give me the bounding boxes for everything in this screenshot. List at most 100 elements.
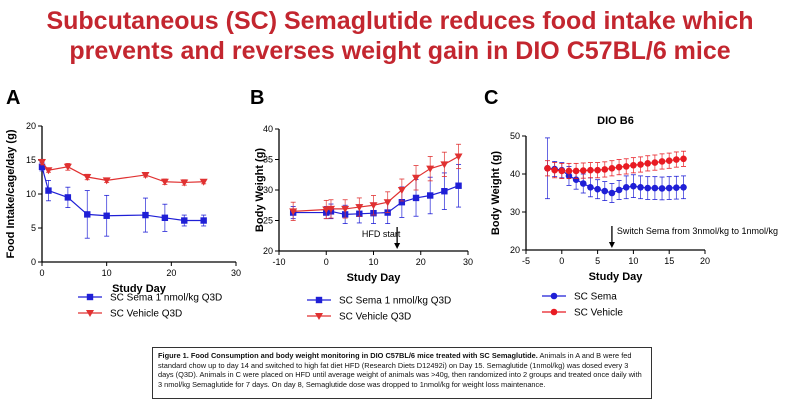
legend-marker-b-0	[315, 296, 323, 304]
data-point-c-1	[579, 167, 587, 174]
data-point-b-1	[326, 205, 335, 213]
data-point-c-0	[608, 189, 616, 197]
data-point-a-0	[45, 187, 52, 194]
series-a-1	[38, 158, 208, 187]
y-tick-label-c: 50	[510, 131, 520, 141]
legend-label-c-1: SC Vehicle	[574, 308, 623, 319]
figure-panels: A 0 5 10 15 20 0 10 20 30 Study Day Food Intake/cag…	[5, 87, 778, 323]
series-c-1	[544, 150, 687, 179]
x-tick-label-c: 5	[595, 256, 600, 266]
y-axis-title-b: Body Weight (g)	[254, 148, 266, 232]
legend-label-a-1: SC Vehicle Q3D	[110, 309, 182, 320]
data-point-a-0	[84, 211, 91, 218]
x-tick-label-c: 0	[559, 256, 564, 266]
x-tick-label-c: 15	[664, 256, 674, 266]
data-point-c-1	[630, 161, 637, 169]
data-point-c-0	[572, 176, 580, 183]
data-point-b-1	[412, 174, 421, 182]
caption-bold: Figure 1. Food Consumption and body weig…	[158, 351, 538, 360]
data-point-c-1	[651, 159, 659, 166]
data-point-c-0	[680, 184, 687, 191]
data-point-b-0	[455, 182, 462, 189]
annotation-label-c: Switch Sema from 3nmol/kg to 1nmol/kg	[617, 226, 778, 236]
data-point-a-0	[64, 194, 72, 201]
data-point-b-1	[383, 199, 392, 207]
legend-marker-c-0	[550, 292, 558, 300]
y-tick-label-c: 40	[510, 169, 520, 179]
data-point-c-1	[551, 166, 558, 174]
x-tick-label-b: -10	[272, 257, 285, 267]
data-point-b-1	[341, 205, 350, 213]
x-tick-label-b: 0	[324, 257, 329, 267]
x-tick-label-b: 10	[368, 257, 378, 267]
y-tick-label-a: 20	[26, 121, 36, 131]
y-tick-label-c: 20	[510, 245, 520, 255]
data-point-c-1	[665, 157, 673, 164]
x-tick-label-c: -5	[522, 256, 530, 266]
data-point-c-1	[644, 160, 652, 167]
data-point-c-1	[601, 166, 609, 173]
data-point-c-1	[622, 163, 630, 170]
data-point-c-0	[644, 184, 652, 192]
annotation-arrowhead-c	[608, 242, 615, 248]
data-point-c-0	[658, 185, 666, 192]
data-point-c-1	[680, 155, 687, 163]
data-point-a-0	[38, 163, 46, 170]
y-tick-label-a: 10	[26, 189, 36, 199]
panel-letter-c: C	[484, 87, 498, 109]
data-point-a-1	[141, 171, 150, 179]
panel-a: A 0 5 10 15 20 0 10 20 30 Study Day Food Intake/cag…	[5, 87, 241, 320]
y-tick-label-b: 40	[263, 124, 273, 134]
data-point-b-1	[454, 153, 463, 161]
data-point-c-1	[587, 166, 594, 174]
annotation-label-b: HFD start	[362, 229, 401, 239]
data-point-c-0	[601, 187, 609, 195]
figure-caption: Figure 1. Food Consumption and body weig…	[152, 347, 652, 399]
panel-c: C 20 30 40 50 -5 0 5 10 15 20 Study Day Body Weight …	[484, 87, 778, 319]
panel-title-c: DIO B6	[597, 115, 634, 127]
data-point-c-1	[673, 156, 680, 163]
data-point-a-1	[199, 178, 208, 186]
legend-marker-c-1	[550, 308, 558, 316]
legend-marker-a-0	[86, 293, 94, 301]
data-point-a-1	[44, 167, 53, 175]
x-tick-label-b: 30	[463, 257, 473, 267]
series-line-a-0	[41, 166, 204, 222]
legend-marker-b-1	[315, 313, 323, 320]
data-point-a-1	[63, 163, 72, 171]
legend-label-a-0: SC Sema 1 nmol/kg Q3D	[110, 293, 222, 304]
y-axis-title-a: Food Intake/cage/day (g)	[5, 129, 17, 258]
data-point-b-1	[289, 208, 298, 216]
x-tick-label-a: 20	[166, 268, 176, 278]
legend-marker-a-1	[86, 310, 94, 317]
data-point-a-1	[83, 174, 92, 181]
data-point-a-0	[142, 211, 149, 219]
x-tick-label-a: 30	[231, 268, 241, 278]
data-point-c-0	[622, 184, 630, 191]
data-point-c-1	[615, 163, 623, 171]
data-point-c-1	[594, 166, 601, 174]
data-point-a-0	[200, 217, 207, 224]
legend-label-c-0: SC Sema	[574, 292, 617, 303]
series-b-1	[289, 143, 463, 221]
x-axis-title-a: Study Day	[112, 283, 167, 295]
data-point-a-0	[103, 212, 110, 219]
data-point-b-0	[441, 188, 448, 195]
panel-letter-a: A	[6, 87, 20, 109]
data-point-b-1	[369, 202, 378, 210]
data-point-b-1	[397, 187, 406, 194]
x-tick-label-a: 10	[102, 268, 112, 278]
data-point-c-1	[565, 167, 573, 175]
data-point-a-0	[161, 214, 169, 221]
legend-label-b-0: SC Sema 1 nmol/kg Q3D	[339, 296, 451, 307]
data-point-c-1	[558, 167, 566, 175]
data-point-c-0	[630, 182, 637, 190]
data-point-a-1	[102, 177, 111, 185]
series-c-0	[544, 137, 687, 203]
x-tick-label-a: 0	[39, 268, 44, 278]
data-point-c-0	[651, 184, 659, 192]
y-tick-label-a: 0	[31, 257, 36, 267]
panel-letter-b: B	[250, 87, 264, 109]
data-point-c-1	[572, 167, 580, 175]
y-tick-label-b: 35	[263, 155, 273, 165]
